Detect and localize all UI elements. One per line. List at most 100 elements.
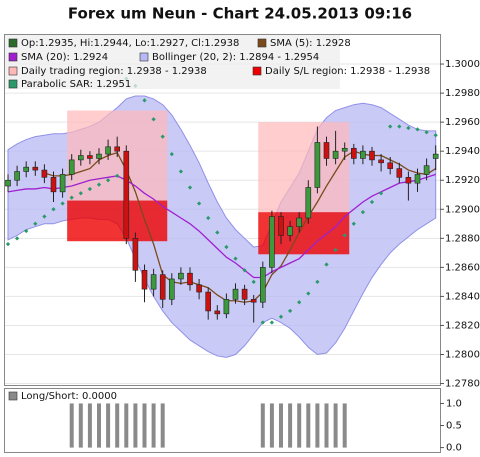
y-tick-label: 1.2960 [445, 117, 480, 128]
candle-body [259, 267, 266, 303]
candle-body [369, 150, 375, 161]
signal-panel [4, 388, 441, 453]
candle-body [41, 169, 48, 178]
candle-body [241, 288, 248, 300]
legend-label: SMA (5): 1.2928 [270, 38, 351, 49]
bar [69, 403, 74, 448]
candle-body [123, 150, 130, 239]
sar-dot [306, 291, 311, 296]
sar-dot [260, 320, 265, 325]
legend-swatch [8, 52, 18, 62]
legend-swatch [252, 66, 262, 76]
candle-body [5, 179, 11, 187]
legend-swatch [139, 52, 149, 62]
sar-dot [160, 134, 165, 139]
sar-dot [233, 256, 238, 261]
candle-body [50, 177, 57, 193]
sar-dot [278, 314, 284, 319]
sar-dot [287, 308, 293, 314]
sar-dot [224, 244, 229, 250]
candle-body [196, 284, 202, 293]
sar-dot [333, 247, 338, 253]
sar-dot [142, 98, 147, 103]
candle-body [405, 177, 412, 184]
sar-dot [196, 201, 202, 206]
legend-label: Long/Short: 0.0000 [21, 391, 117, 402]
bar [324, 403, 329, 448]
sar-dot [342, 233, 347, 238]
chart-title: Forex um Neun - Chart 24.05.2013 09:16 [68, 5, 412, 23]
candle-body [205, 291, 211, 312]
sar-dot [14, 236, 20, 241]
candle-body [141, 269, 148, 290]
candle-body [23, 166, 30, 172]
sar-dot [215, 230, 220, 235]
sar-dot [69, 195, 74, 200]
bar [160, 403, 165, 448]
legend-label: Parabolic SAR: 1.2951 [21, 79, 131, 90]
candle-body [214, 310, 221, 315]
bar [315, 403, 320, 448]
sar-dot [51, 207, 56, 212]
sar-dot [115, 173, 120, 178]
candle-body [87, 155, 93, 159]
candle-body [187, 272, 193, 286]
sar-dot [206, 215, 211, 221]
candle-body [360, 150, 366, 159]
bar [133, 403, 138, 448]
candle-body [150, 274, 157, 290]
bar [142, 403, 147, 448]
candle-body [59, 174, 66, 193]
sar-dot [178, 169, 184, 174]
sar-dot [87, 186, 93, 192]
candle-body [105, 146, 111, 155]
legend-swatch [8, 79, 18, 89]
candle-body [14, 171, 20, 181]
legend-swatch [8, 391, 18, 401]
sar-dot [251, 279, 256, 285]
legend-swatch [257, 38, 267, 48]
legend-label: Daily trading region: 1.2938 - 1.2938 [21, 66, 207, 77]
y-tick-label: 1.2900 [445, 204, 480, 215]
sar-dot [242, 268, 247, 273]
candle-body [32, 166, 39, 171]
sar-dot [433, 133, 438, 138]
candle-body [169, 278, 175, 300]
sar-dot [24, 228, 29, 234]
legend-label: SMA (20): 1.2924 [21, 52, 108, 63]
candle-body [414, 174, 421, 184]
sma-line [7, 173, 436, 279]
candle-body [323, 142, 330, 159]
sl-region [67, 200, 168, 242]
sar-dot [360, 210, 366, 215]
candle-body [250, 299, 257, 303]
candle-body [332, 150, 339, 159]
y-tick-label: 1.3000 [445, 59, 480, 70]
legend-swatch [8, 66, 18, 76]
sar-dot [187, 185, 193, 190]
sar-dot [324, 262, 329, 267]
candle-body [432, 153, 439, 159]
candle-body [68, 159, 75, 175]
bar [106, 403, 111, 448]
sar-dot [169, 151, 174, 157]
bar [333, 403, 338, 448]
bar [342, 403, 347, 448]
candle-body [269, 216, 275, 268]
bar [97, 403, 101, 448]
y-tick-label: 0.0 [446, 443, 462, 454]
sar-dot [96, 182, 102, 187]
sar-dot [5, 242, 11, 247]
sar-dot [42, 214, 47, 219]
bar [260, 403, 265, 448]
candle-body [178, 272, 184, 280]
candle-body [287, 226, 293, 236]
candle-body [314, 142, 321, 188]
bar [115, 403, 120, 448]
sar-dot [78, 191, 83, 196]
sar-dot [369, 199, 375, 205]
candle-body [305, 187, 312, 219]
bar [151, 403, 156, 448]
sar-dot [297, 300, 302, 305]
